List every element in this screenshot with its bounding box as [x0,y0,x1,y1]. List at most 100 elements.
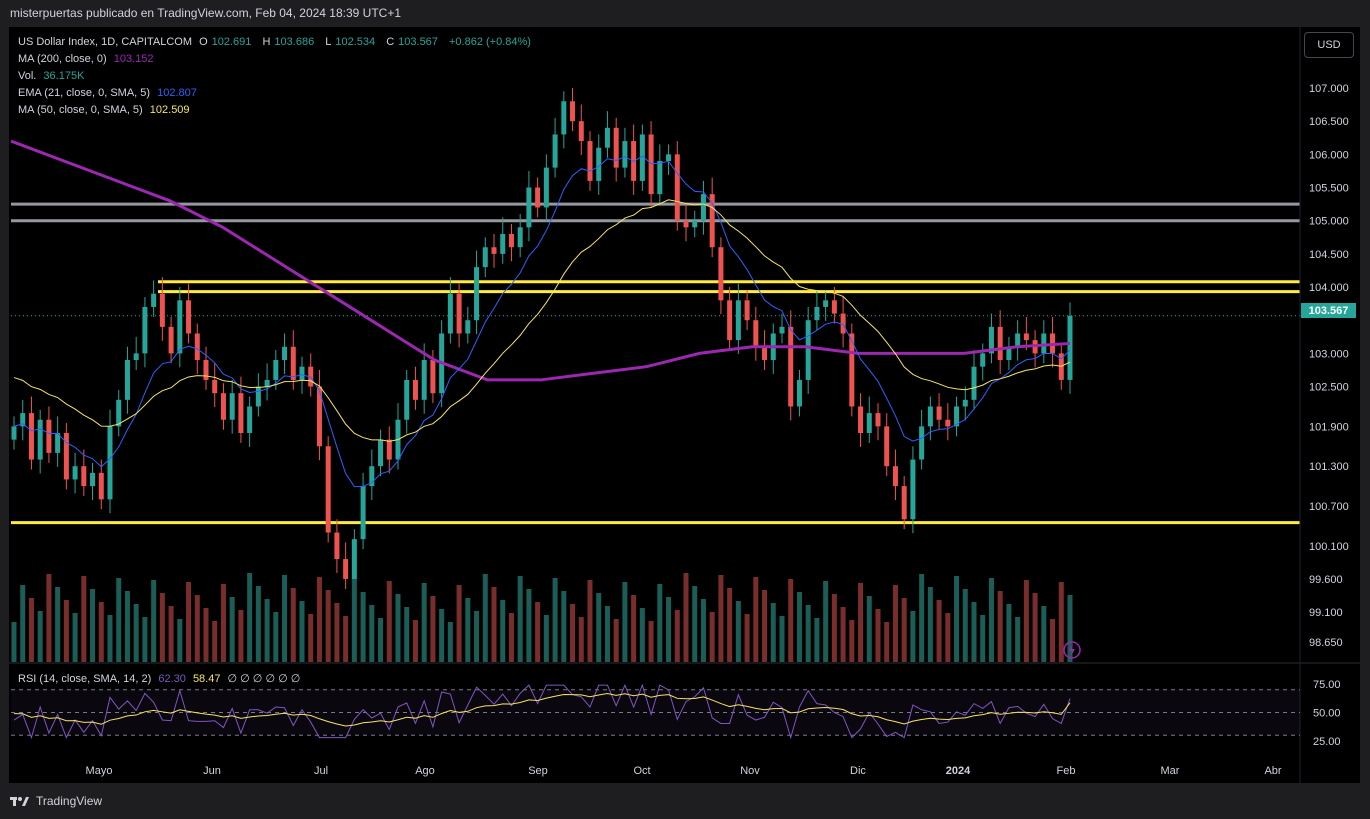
volume-bar [247,573,253,662]
candle-body [159,293,165,327]
candle-body [177,300,183,354]
volume-bar [37,611,43,662]
rsi-label: RSI (14, close, SMA, 14, 2) [18,673,152,685]
volume-bar [543,615,549,662]
candle-body [203,360,209,380]
volume-bar [133,604,139,662]
volume-bar [971,602,977,662]
time-axis-label: Jul [314,765,328,777]
candle-body [63,433,69,480]
volume-bar [1041,606,1047,662]
candle-body [325,446,331,533]
time-axis-label: Sep [528,765,548,777]
candle-body [735,300,741,341]
candle-body [639,134,645,181]
candle-body [796,379,802,407]
candle-body [229,393,235,420]
volume-bar [866,596,872,662]
candle-body [901,486,907,520]
volume-bar [491,587,497,662]
volume-bar [20,585,26,662]
volume-bar [988,578,994,662]
volume-bar [325,590,331,662]
volume-bar [98,602,104,662]
volume-bar [945,613,951,662]
candle-body [1006,346,1012,361]
candle-body [561,101,567,135]
rsi-value: 62.30 [158,673,186,685]
candle-body [858,406,864,434]
candle-body [316,386,322,447]
candle-body [151,293,157,307]
volume-bar [474,611,480,662]
candle-body [491,247,497,254]
footer-brand-label: TradingView [36,794,103,808]
volume-bar [386,581,392,662]
candle-body [604,127,610,148]
candle-body [465,320,471,334]
volume-bar [692,586,698,662]
candle-body [351,539,357,579]
time-axis-label: 2024 [946,765,971,777]
volume-bar [500,600,506,662]
candle-body [1015,333,1021,347]
publisher-line: misterpuertas publicado en TradingView.c… [10,6,402,20]
candle-body [919,426,925,460]
volume-bar [282,575,288,662]
legend-low: L 102.534 [325,36,379,48]
volume-bar [639,608,645,662]
rsi-ma-line [13,693,1071,727]
price-axis-label: 106.500 [1309,116,1349,128]
currency-button[interactable]: USD [1304,32,1354,58]
legend-high: H 103.686 [262,36,318,48]
volume-bar [770,603,776,662]
volume-bar [788,579,794,662]
footer-brand[interactable]: TradingView [10,794,102,808]
candle-body [500,233,506,254]
rsi-axis-label: 75.00 [1313,679,1341,691]
time-axis-label: Mar [1161,765,1180,777]
legend-symbol: US Dollar Index, 1D, CAPITALCOM [18,36,193,48]
volume-bar [535,602,541,662]
low-label: L [325,36,332,48]
candle-body [814,306,820,321]
candle-body [81,466,87,487]
time-axis-label: Feb [1057,765,1076,777]
volume-bar [316,577,322,662]
volume-bar [1032,593,1038,662]
tradingview-logo-icon [10,797,29,806]
volume-bar [674,610,680,662]
volume-bar [631,595,637,662]
price-axis-label: 103.000 [1309,348,1349,360]
candle-body [962,399,968,407]
volume-bar [927,587,933,662]
candle-body [980,353,986,367]
price-axis-label: 107.000 [1309,83,1349,95]
price-axis-label: 104.500 [1309,249,1349,261]
volume-bar [220,584,226,662]
candle-body [727,300,733,341]
candle-body [255,386,261,407]
volume-bar [552,578,558,662]
last-price-tag: 103.567 [1301,303,1356,318]
price-axis-label: 101.300 [1309,461,1349,473]
candle-body [762,346,768,361]
candle-body [910,459,916,520]
volume-bar [980,615,986,662]
candle-body [700,194,706,221]
price-axis-label: 99.600 [1309,574,1343,586]
price-axis-label: 105.000 [1309,216,1349,228]
candle-body [412,379,418,400]
candle-body [55,433,61,453]
volume-bar [63,600,69,662]
candle-body [386,439,392,460]
candle-body [578,121,584,142]
volume-bar [954,576,960,662]
rsi-extra: ∅ ∅ ∅ ∅ ∅ ∅ [227,673,301,685]
rsi-axis-label: 25.00 [1313,736,1341,748]
volume-bar [369,605,375,662]
flash-icon [1063,641,1081,659]
candle-body [508,233,514,248]
price-axis-label: 102.500 [1309,382,1349,394]
volume-bar [831,594,837,662]
